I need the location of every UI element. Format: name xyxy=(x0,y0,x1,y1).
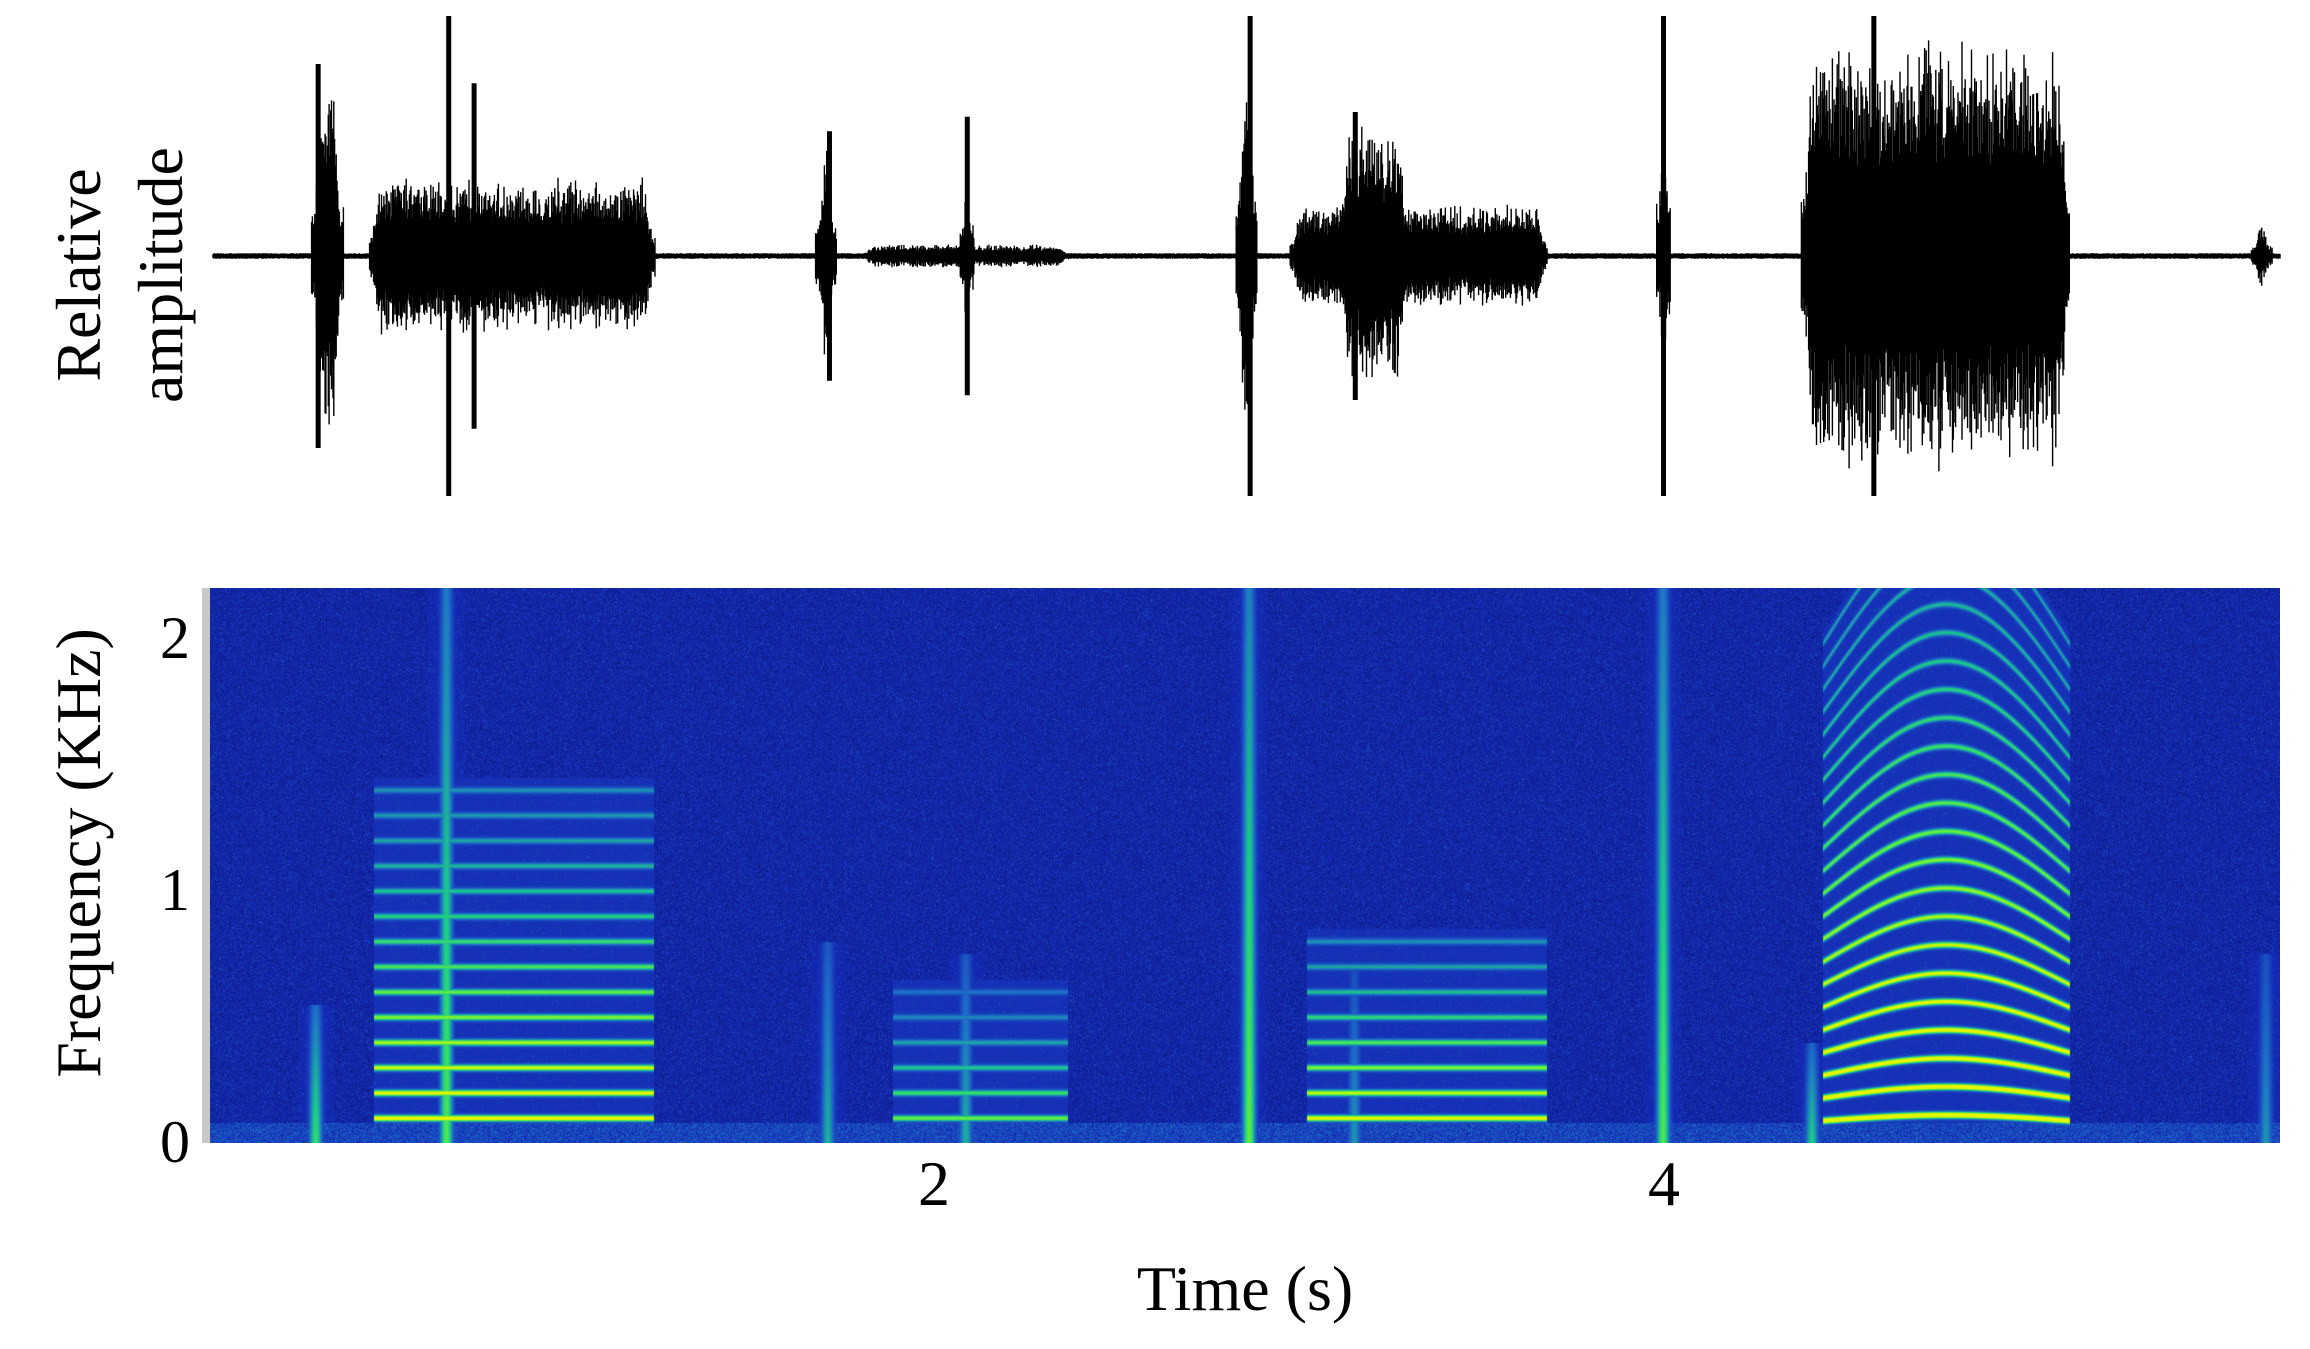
y-tick-label-1: 1 xyxy=(160,857,190,923)
x-tick-label-4: 4 xyxy=(1648,1148,1680,1219)
x-axis-label: Time (s) xyxy=(1137,1253,1353,1324)
waveform-ylabel-line2: amplitude xyxy=(125,147,196,403)
waveform-panel: Relative amplitude xyxy=(43,16,2281,496)
y-tick-label-0: 0 xyxy=(160,1109,190,1175)
spectrogram-image xyxy=(210,588,2280,1143)
spectrogram-panel: 0 1 2 2 4 Time (s) Frequency (KHz) xyxy=(43,588,2280,1324)
waveform-trace xyxy=(212,16,2281,496)
waveform-ylabel-line1: Relative xyxy=(43,168,114,381)
y-axis-label: Frequency (KHz) xyxy=(43,628,114,1078)
x-tick-label-2: 2 xyxy=(918,1148,950,1219)
spectrogram-left-edge xyxy=(202,588,210,1143)
y-tick-label-2: 2 xyxy=(160,605,190,671)
